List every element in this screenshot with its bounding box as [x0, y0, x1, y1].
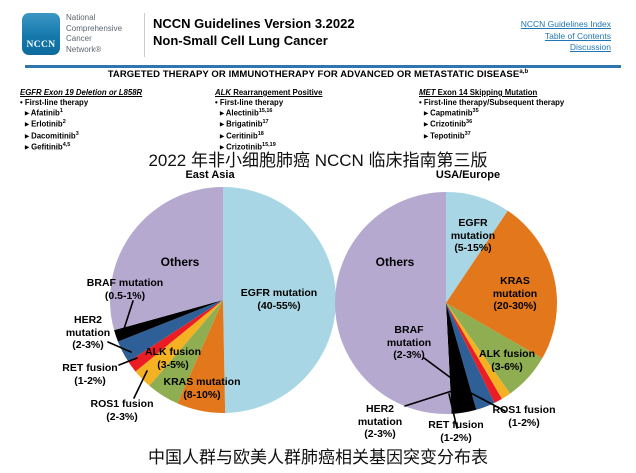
pie-slice-others	[335, 192, 452, 414]
first-line-label: • First-line therapy	[215, 97, 284, 107]
pie-slice-her2-mutation	[446, 303, 495, 410]
pie-label-egfr-east: EGFR mutation (40-55%)	[240, 287, 318, 312]
drug-list-alk: ▸ Alectinib15,16 ▸ Brigatinib17 ▸ Ceritini…	[215, 107, 322, 152]
pie-slice-egfr-mutation	[446, 192, 508, 303]
pie-slice-kras-mutation	[446, 210, 557, 359]
pie-slice-braf-mutation	[114, 300, 223, 342]
pie-label-ros1-usa: ROS1 fusion (1-2%)	[492, 404, 556, 429]
pie-label-her2-usa: HER2 mutation (2-3%)	[357, 403, 403, 440]
pie-slice-others	[110, 187, 223, 331]
drug-afatinib: ▸ Afatinib1	[25, 108, 63, 118]
guideline-cancer-title: Non-Small Cell Lung Cancer	[153, 33, 328, 48]
pie-slice-egfr-mutation	[223, 187, 336, 413]
column-alk: ALK Rearrangement Positive • First-line …	[215, 88, 323, 152]
drug-brigatinib: ▸ Brigatinib17	[220, 119, 269, 129]
pie-slice-kras-mutation	[177, 300, 226, 413]
column-egfr: EGFR Exon 19 Deletion or L858R • First-l…	[20, 88, 143, 152]
header-rule	[25, 65, 621, 68]
pie-chart-east-asia	[110, 187, 336, 413]
pie-slice-braf-mutation	[446, 303, 477, 414]
drug-list-met: ▸ Capmatinib35 ▸ Crizotinib36 ▸ Tepotinib3…	[419, 107, 564, 141]
pie-slice-ros1-fusion	[446, 303, 511, 399]
org-name: National Comprehensive Cancer Network®	[66, 13, 122, 55]
pie-slice-alk-fusion	[446, 303, 543, 394]
header-links: NCCN Guidelines Index Table of Contents …	[521, 19, 611, 54]
pie-label-egfr-usa: EGFR mutation (5-15%)	[450, 217, 496, 254]
link-guidelines-index[interactable]: NCCN Guidelines Index	[520, 19, 611, 29]
link-discussion[interactable]: Discussion	[569, 42, 611, 52]
pie-slice-alk-fusion	[149, 300, 223, 404]
nccn-logo: NCCN	[22, 13, 60, 55]
drug-tepotinib: ▸ Tepotinib37	[424, 130, 471, 141]
pie-label-ret-usa: RET fusion (1-2%)	[428, 419, 484, 444]
pie-label-others-east: Others	[160, 255, 200, 269]
pie-slice-ros1-fusion	[135, 300, 223, 386]
drug-gefitinib: ▸ Gefitinib4,5	[25, 141, 71, 152]
pie-label-ros1-east: ROS1 fusion (2-3%)	[90, 398, 154, 423]
drug-capmatinib: ▸ Capmatinib35	[424, 108, 479, 118]
banner-footnote: a,b	[519, 69, 529, 75]
pie-chart-usa-europe	[335, 192, 557, 414]
org-line: Network®	[66, 44, 102, 54]
column-egfr-header: EGFR Exon 19 Deletion or L858R	[20, 88, 143, 97]
drug-crizotinib: ▸ Crizotinib15,19	[220, 141, 276, 152]
column-alk-header: ALK Rearrangement Positive	[215, 88, 323, 97]
pie-label-her2-east: HER2 mutation (2-3%)	[65, 314, 111, 351]
drug-erlotinib: ▸ Erlotinib2	[25, 119, 66, 129]
drug-alectinib: ▸ Alectinib15,16	[220, 108, 273, 118]
column-met: MET Exon 14 Skipping Mutation • First-li…	[419, 88, 565, 141]
org-line: National	[66, 13, 96, 22]
drug-dacomitinib: ▸ Dacomitinib3	[25, 130, 79, 141]
column-met-header: MET Exon 14 Skipping Mutation	[419, 88, 538, 97]
org-line: Comprehensive	[66, 23, 123, 33]
link-table-of-contents[interactable]: Table of Contents	[544, 30, 611, 41]
pie-label-ret-east: RET fusion (1-2%)	[62, 362, 118, 387]
pie-label-alk-east: ALK fusion (3-5%)	[145, 346, 201, 371]
pie-label-braf-east: BRAF mutation (0.5-1%)	[86, 277, 164, 302]
pie-label-braf-usa: BRAF mutation (2-3%)	[386, 324, 432, 361]
banner-title: TARGETED THERAPY OR IMMUNOTHERAPY FOR AD…	[107, 69, 529, 81]
pie-label-others-usa: Others	[375, 255, 415, 269]
guideline-version-title: NCCN Guidelines Version 3.2022	[153, 16, 355, 31]
page-title: NCCN Guidelines Version 3.2022 Non-Small…	[153, 15, 355, 49]
chart-title-usa-europe: USA/Europe	[435, 169, 501, 181]
pie-label-alk-usa: ALK fusion (3-6%)	[479, 348, 535, 373]
org-line: Cancer	[66, 34, 92, 43]
drug-list-egfr: ▸ Afatinib1 ▸ Erlotinib2 ▸ Dacomitinib3 ▸ G…	[20, 107, 142, 152]
pie-slice-her2-mutation	[117, 300, 223, 362]
caption-distribution: 中国人群与欧美人群肺癌相关基因突变分布表	[148, 448, 488, 467]
nccn-logo-text: NCCN	[26, 40, 56, 50]
pie-label-kras-usa: KRAS mutation (20-30%)	[492, 275, 538, 312]
header-divider	[144, 13, 145, 57]
first-line-label: • First-line therapy/Subsequent therapy	[419, 97, 565, 107]
first-line-label: • First-line therapy	[20, 97, 89, 107]
pie-slice-ret-fusion	[128, 300, 223, 372]
pie-slice-ret-fusion	[446, 303, 502, 403]
drug-crizotinib: ▸ Crizotinib36	[424, 119, 473, 129]
pie-label-kras-east: KRAS mutation (8-10%)	[163, 376, 241, 401]
chart-title-east-asia: East Asia	[185, 169, 235, 181]
drug-ceritinib: ▸ Ceritinib18	[220, 130, 264, 141]
caption-guideline: 2022 年非小细胞肺癌 NCCN 临床指南第三版	[148, 151, 488, 170]
